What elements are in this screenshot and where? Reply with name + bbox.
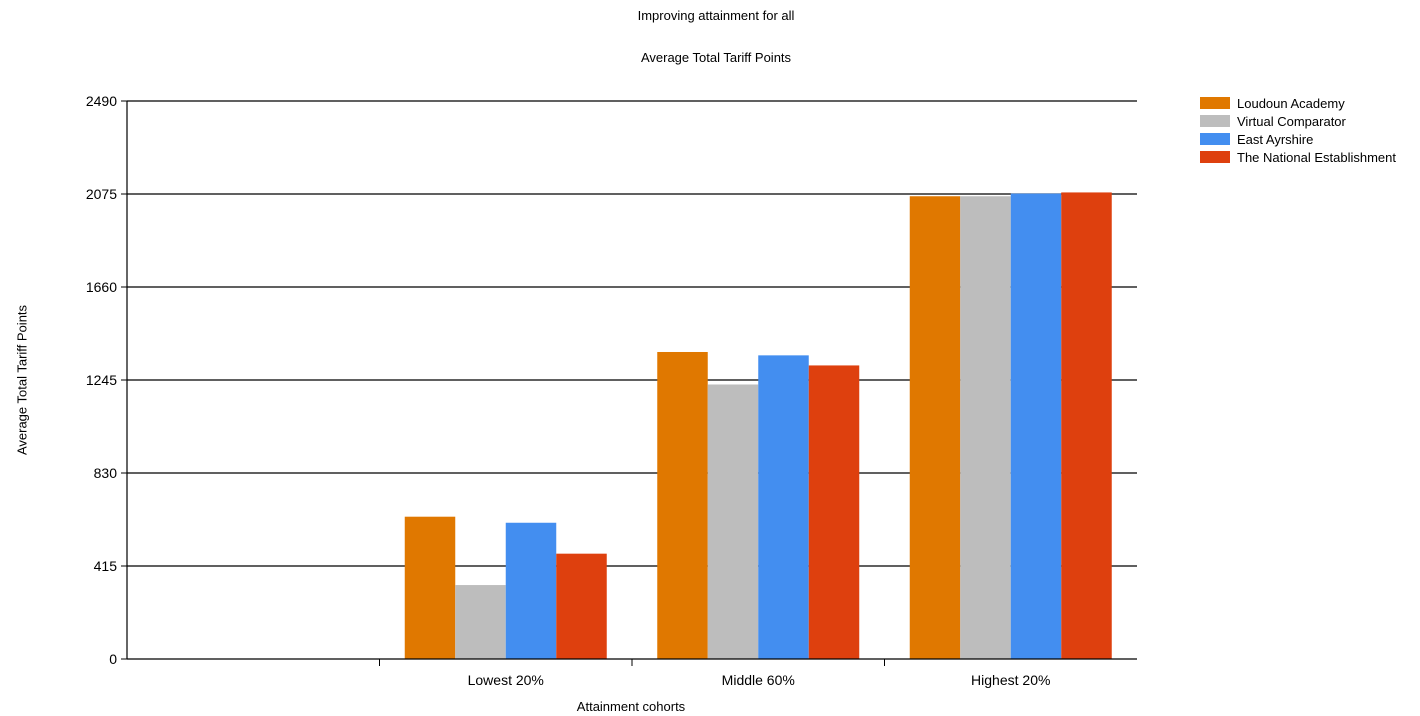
y-axis-title: Average Total Tariff Points (14, 304, 30, 456)
y-tick-label: 2490 (86, 93, 117, 109)
legend-item: East Ayrshire (1200, 130, 1396, 148)
x-axis-title: Attainment cohorts (576, 699, 686, 714)
legend-label: Loudoun Academy (1237, 95, 1345, 111)
legend-label: The National Establishment (1237, 149, 1396, 165)
bar (707, 384, 759, 659)
bar (758, 355, 809, 659)
legend-item: Virtual Comparator (1200, 112, 1396, 130)
legend-label: Virtual Comparator (1237, 113, 1346, 129)
y-tick-label: 0 (109, 651, 117, 667)
bar (455, 585, 506, 659)
legend-swatch (1200, 115, 1230, 127)
y-tick-label: 830 (94, 465, 118, 481)
legend: Loudoun Academy Virtual Comparator East Ay… (1200, 94, 1396, 166)
bar (505, 522, 557, 659)
y-tick-label: 415 (94, 558, 118, 574)
legend-item: The National Establishment (1200, 148, 1396, 166)
bar (404, 516, 456, 659)
x-tick-label: Highest 20% (971, 672, 1050, 688)
chart-title: Improving attainment for all (637, 8, 795, 23)
bar (1010, 193, 1062, 659)
x-tick-label: Lowest 20% (468, 672, 544, 688)
y-tick-label: 2075 (86, 186, 117, 202)
bar (960, 196, 1011, 659)
bar (556, 553, 607, 659)
x-tick-label: Middle 60% (722, 672, 795, 688)
legend-swatch (1200, 133, 1230, 145)
bar (1061, 192, 1112, 659)
legend-swatch (1200, 97, 1230, 109)
legend-label: East Ayrshire (1237, 131, 1314, 147)
y-tick-label: 1245 (86, 372, 117, 388)
y-tick-label: 1660 (86, 279, 117, 295)
bar (808, 365, 860, 659)
bar (657, 351, 708, 659)
bar (909, 196, 961, 659)
legend-swatch (1200, 151, 1230, 163)
chart-subtitle: Average Total Tariff Points (640, 50, 792, 65)
legend-item: Loudoun Academy (1200, 94, 1396, 112)
